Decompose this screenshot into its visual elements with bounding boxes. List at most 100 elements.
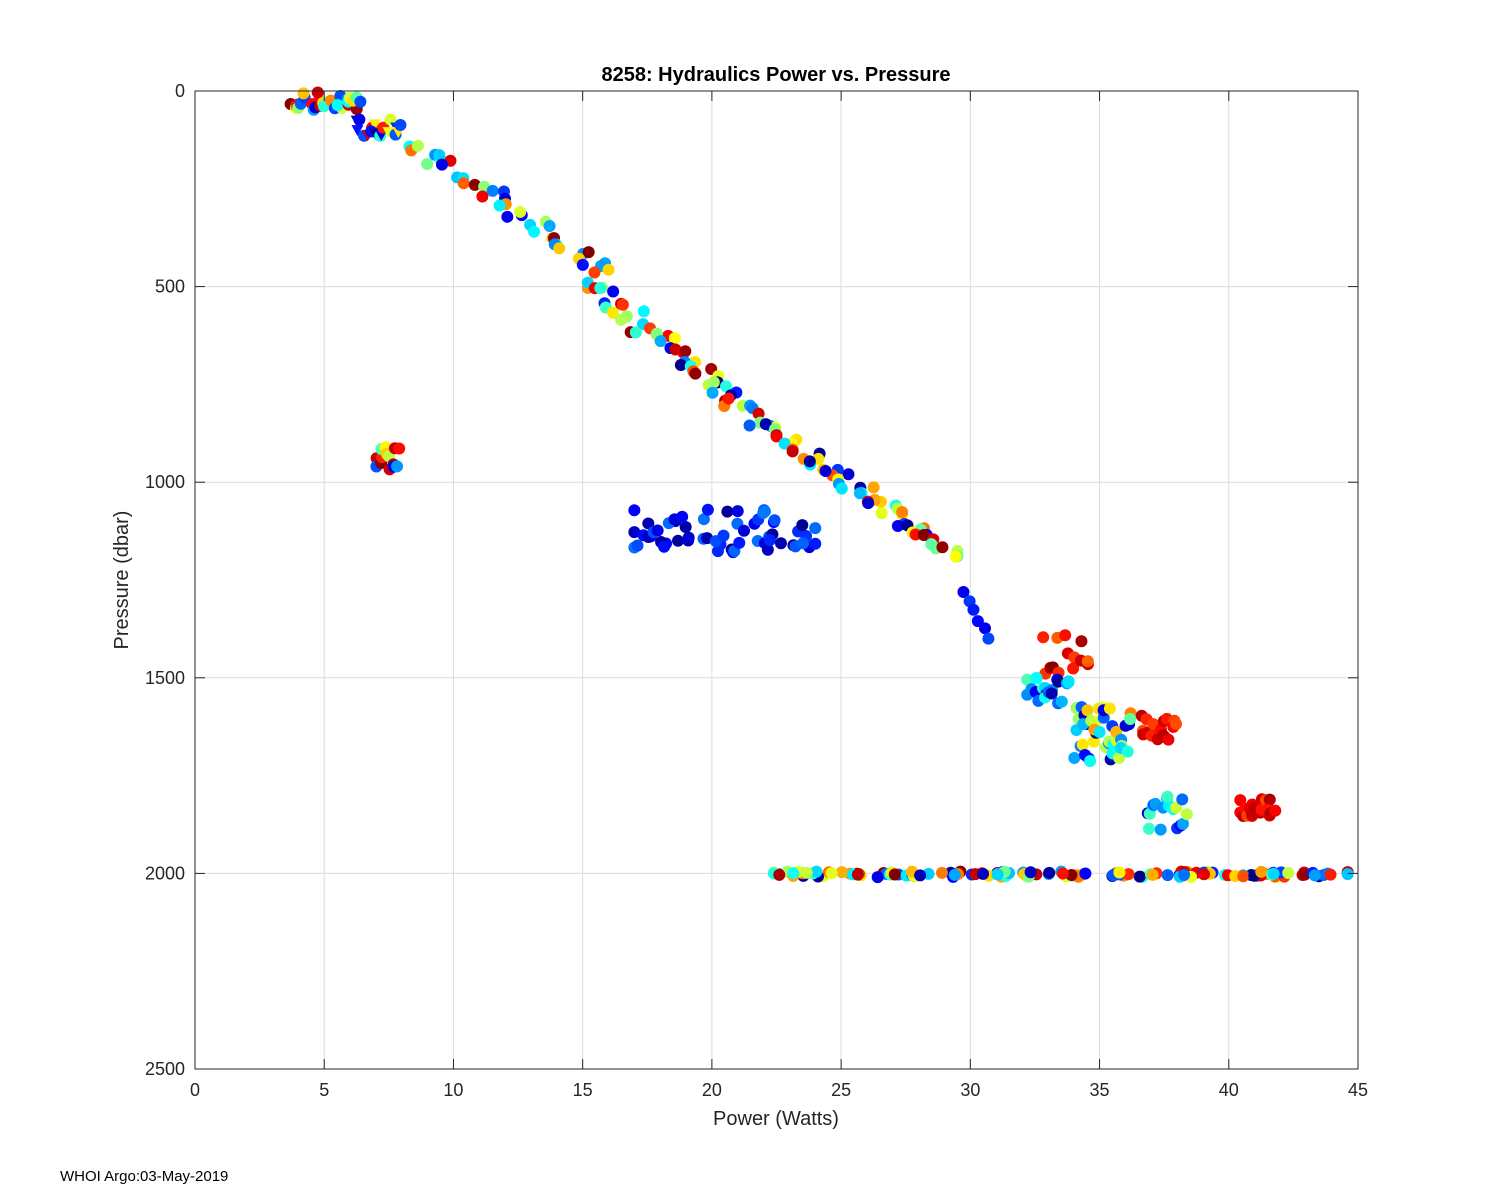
data-point — [835, 866, 848, 879]
data-point — [925, 538, 938, 551]
x-tick-label: 35 — [1090, 1080, 1110, 1100]
data-point — [991, 868, 1004, 881]
data-point — [917, 528, 930, 541]
data-point — [582, 246, 595, 259]
data-point — [731, 505, 744, 518]
data-point — [514, 205, 527, 218]
data-point — [594, 282, 607, 295]
data-point — [871, 871, 884, 884]
x-tick-label: 40 — [1219, 1080, 1239, 1100]
x-tick-label: 15 — [573, 1080, 593, 1100]
data-point — [689, 367, 702, 380]
data-point — [1055, 695, 1068, 708]
y-tick-label: 1000 — [145, 472, 185, 492]
data-point — [602, 263, 615, 276]
data-point — [668, 332, 681, 345]
x-tick-label: 20 — [702, 1080, 722, 1100]
data-point — [1162, 733, 1175, 746]
y-tick-label: 0 — [175, 81, 185, 101]
data-point — [457, 177, 470, 190]
data-point — [773, 868, 786, 881]
data-point — [642, 517, 655, 530]
data-point — [433, 149, 446, 162]
data-point — [394, 118, 407, 131]
data-point — [672, 534, 685, 547]
data-point — [800, 866, 813, 879]
data-point — [576, 258, 589, 271]
data-point — [733, 536, 746, 549]
data-point — [825, 867, 838, 880]
data-point — [528, 225, 541, 238]
data-point — [853, 487, 866, 500]
data-point — [842, 468, 855, 481]
data-point — [936, 541, 949, 554]
x-tick-label: 0 — [190, 1080, 200, 1100]
data-point — [384, 113, 397, 126]
data-point — [948, 868, 961, 881]
data-point — [654, 335, 667, 348]
data-point — [1143, 822, 1156, 835]
data-point — [631, 539, 644, 552]
data-point — [1081, 655, 1094, 668]
data-point — [1059, 629, 1072, 642]
grid-lines — [194, 90, 1359, 1070]
data-point — [1263, 793, 1276, 806]
data-point — [1170, 801, 1183, 814]
data-point — [1269, 804, 1282, 817]
data-point — [786, 445, 799, 458]
data-point — [867, 481, 880, 494]
data-point — [1146, 868, 1159, 881]
x-tick-label: 25 — [831, 1080, 851, 1100]
x-tick-label: 5 — [319, 1080, 329, 1100]
chart-title: 8258: Hydraulics Power vs. Pressure — [601, 64, 950, 86]
data-point — [810, 865, 823, 878]
data-point — [1024, 866, 1037, 879]
data-point — [353, 113, 366, 126]
data-point — [679, 520, 692, 533]
data-point — [1113, 752, 1126, 765]
data-point — [763, 534, 776, 547]
data-point — [637, 305, 650, 318]
data-point — [1037, 631, 1050, 644]
data-point — [682, 531, 695, 544]
data-point — [1170, 718, 1183, 731]
data-point — [493, 199, 506, 212]
data-point — [658, 540, 671, 553]
data-point — [297, 87, 310, 100]
data-point — [720, 380, 733, 393]
data-point — [761, 543, 774, 556]
data-point — [1282, 867, 1295, 880]
data-point — [411, 139, 424, 152]
data-point — [722, 392, 735, 405]
data-point — [1308, 869, 1321, 882]
data-point — [1079, 867, 1092, 880]
x-axis-label: Power (Watts) — [713, 1108, 839, 1130]
data-point — [1237, 870, 1250, 883]
data-point — [1121, 745, 1134, 758]
data-point — [982, 632, 995, 645]
data-points — [284, 86, 1354, 884]
data-point-triangle — [351, 125, 364, 137]
data-point — [331, 99, 344, 112]
data-point — [721, 505, 734, 518]
data-point — [774, 537, 787, 550]
data-point — [759, 418, 772, 431]
data-point — [486, 184, 499, 197]
data-point — [896, 506, 909, 519]
data-point — [888, 868, 901, 881]
data-point — [606, 306, 619, 319]
data-point — [1198, 868, 1211, 881]
data-point — [679, 345, 692, 358]
data-point — [1093, 726, 1106, 739]
y-tick-label: 2500 — [145, 1059, 185, 1079]
x-tick-label: 45 — [1348, 1080, 1368, 1100]
data-point — [1067, 662, 1080, 675]
data-point-triangle — [382, 127, 395, 139]
data-point — [1180, 808, 1193, 821]
data-point — [616, 298, 629, 311]
data-point — [835, 482, 848, 495]
data-point — [707, 376, 720, 389]
data-point — [717, 529, 730, 542]
data-point — [1255, 865, 1268, 878]
